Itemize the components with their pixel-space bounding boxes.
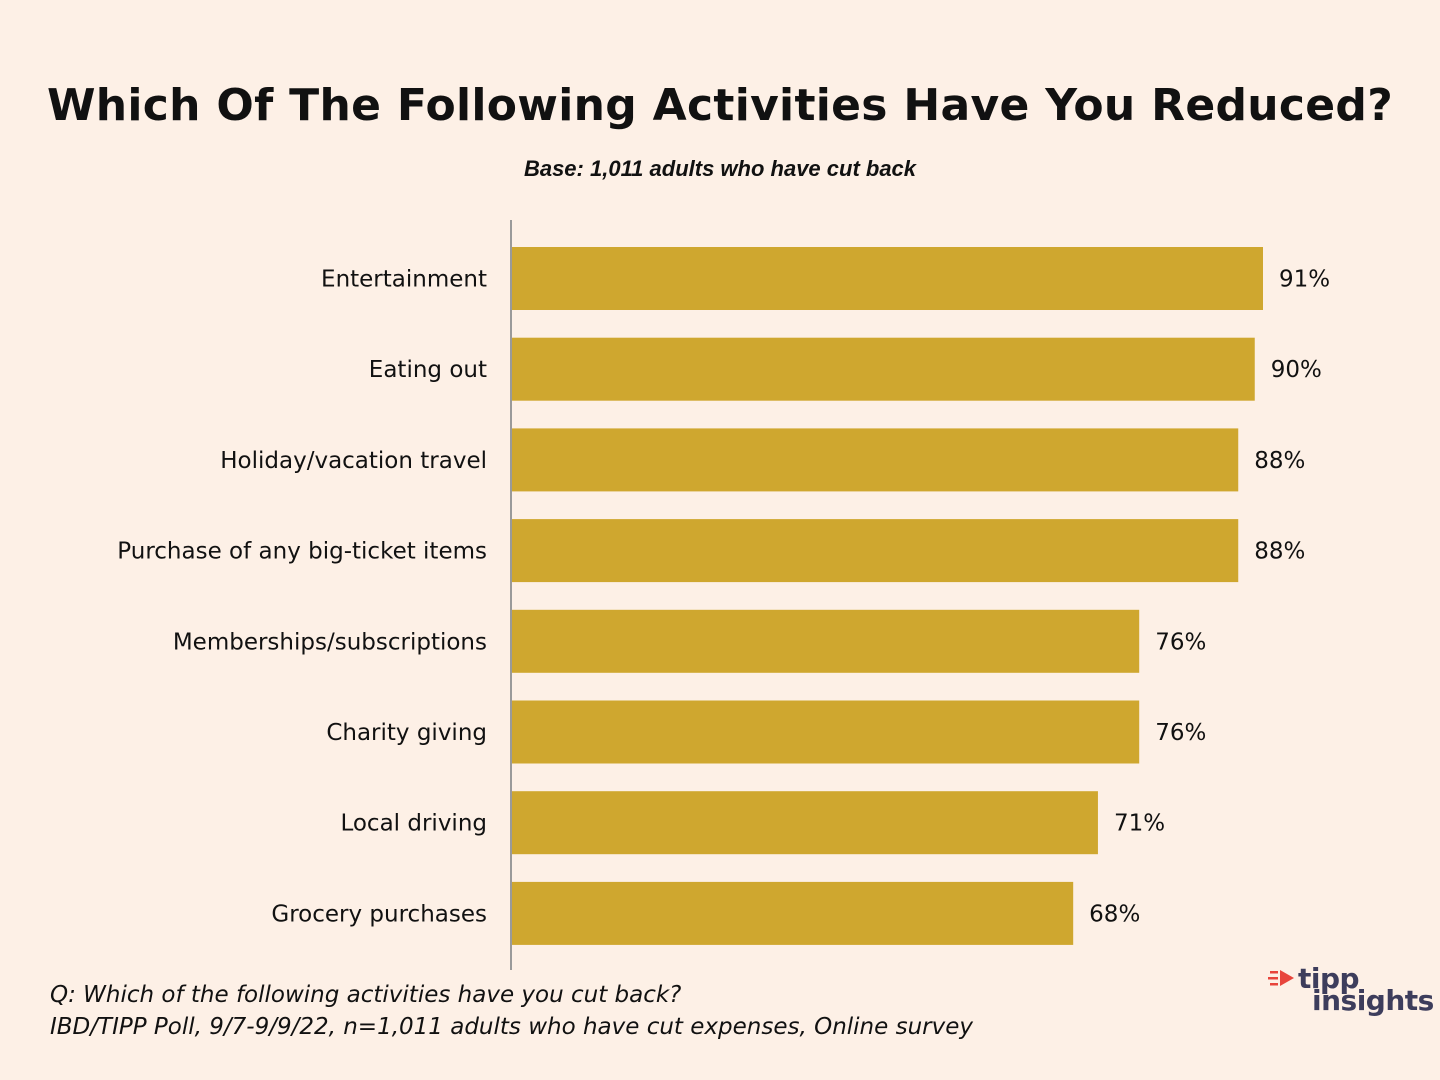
- value-label: 90%: [1271, 357, 1322, 383]
- bar: [512, 247, 1263, 310]
- tipp-insights-logo: tipp insights: [1268, 962, 1434, 1022]
- value-label: 76%: [1155, 629, 1206, 655]
- category-label: Grocery purchases: [271, 901, 487, 927]
- bar: [512, 519, 1239, 583]
- category-label: Purchase of any big-ticket items: [117, 539, 487, 565]
- category-label: Holiday/vacation travel: [220, 448, 487, 474]
- value-label: 76%: [1155, 720, 1206, 746]
- footnote-source: IBD/TIPP Poll, 9/7-9/9/22, n=1,011 adult…: [50, 1014, 973, 1040]
- logo-mark-icon: [1268, 970, 1294, 986]
- category-label: Entertainment: [321, 267, 487, 293]
- value-label: 68%: [1089, 901, 1140, 927]
- value-label: 88%: [1254, 448, 1305, 474]
- category-label: Charity giving: [326, 720, 487, 746]
- bar: [512, 609, 1140, 673]
- bar: [512, 791, 1098, 855]
- value-label: 91%: [1279, 267, 1330, 293]
- category-label: Local driving: [340, 811, 487, 837]
- logo-line1: tipp: [1298, 962, 1360, 995]
- bar: [512, 428, 1239, 492]
- chart-subtitle: Base: 1,011 adults who have cut back: [523, 156, 917, 181]
- value-label: 71%: [1114, 811, 1165, 837]
- footnote-question: Q: Which of the following activities hav…: [50, 982, 682, 1008]
- chart-title: Which Of The Following Activities Have Y…: [46, 80, 1394, 131]
- bar: [512, 881, 1074, 945]
- logo-line2: insights: [1312, 984, 1434, 1017]
- bar: [512, 700, 1140, 764]
- category-label: Eating out: [369, 357, 487, 383]
- value-label: 88%: [1254, 539, 1305, 565]
- bar: [512, 337, 1255, 401]
- category-label: Memberships/subscriptions: [173, 629, 487, 655]
